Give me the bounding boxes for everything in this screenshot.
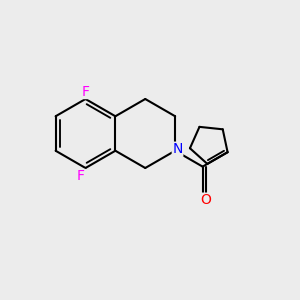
Text: F: F xyxy=(82,85,89,98)
Text: O: O xyxy=(200,193,211,207)
Text: F: F xyxy=(77,169,85,183)
Text: N: N xyxy=(172,142,183,156)
